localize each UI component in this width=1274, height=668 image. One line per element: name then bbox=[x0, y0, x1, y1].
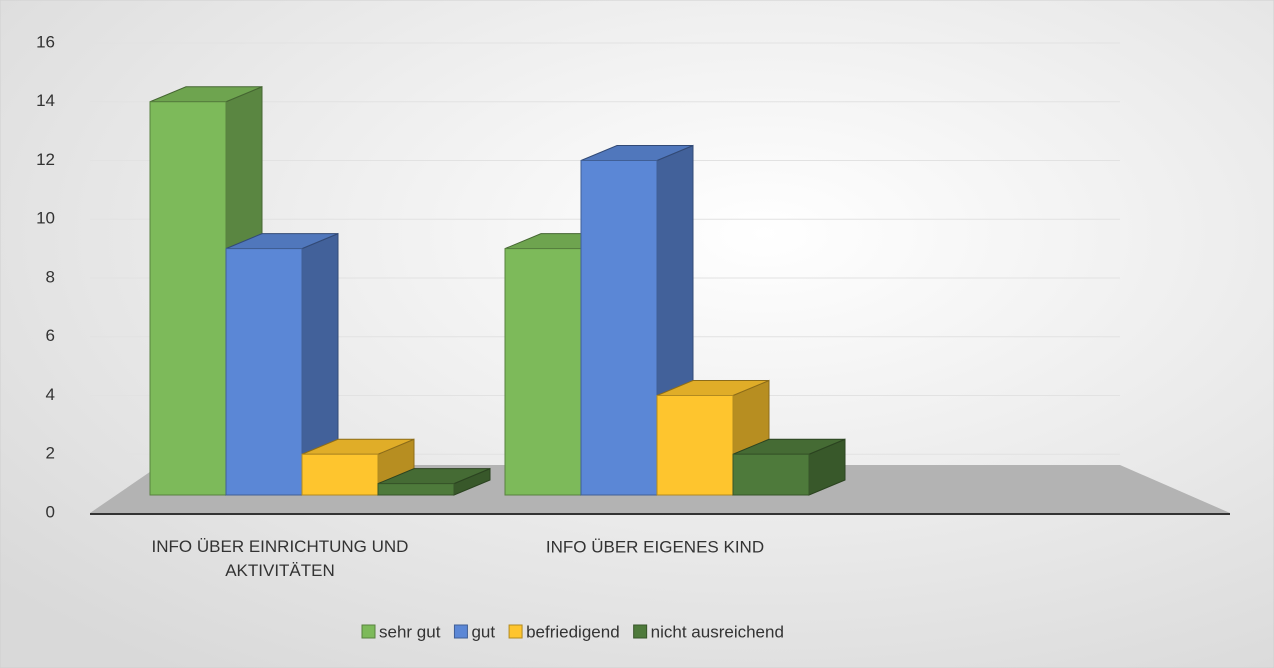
y-tick-label: 4 bbox=[46, 385, 55, 404]
y-tick-label: 10 bbox=[36, 209, 55, 228]
bar-front bbox=[504, 248, 582, 496]
bar bbox=[225, 232, 339, 496]
bar-front bbox=[149, 101, 227, 496]
y-tick-label: 0 bbox=[46, 502, 55, 521]
legend-label: befriedigend bbox=[526, 622, 620, 641]
legend-label: sehr gut bbox=[379, 622, 441, 641]
y-tick-label: 6 bbox=[46, 326, 55, 345]
legend-label: nicht ausreichend bbox=[651, 622, 784, 641]
bar-front bbox=[225, 248, 303, 496]
x-tick-label: INFO ÜBER EIGENES KIND bbox=[546, 537, 764, 556]
bar-front bbox=[656, 395, 734, 496]
legend-swatch bbox=[508, 624, 523, 639]
y-tick-label: 16 bbox=[36, 32, 55, 51]
y-tick-label: 12 bbox=[36, 150, 55, 169]
y-tick-label: 8 bbox=[46, 267, 55, 286]
legend-swatch bbox=[633, 624, 648, 639]
y-tick-label: 2 bbox=[46, 444, 55, 463]
legend-swatch bbox=[361, 624, 376, 639]
y-tick-label: 14 bbox=[36, 91, 55, 110]
legend-swatch bbox=[453, 624, 468, 639]
bar-front bbox=[580, 160, 658, 496]
legend-label: gut bbox=[471, 622, 495, 641]
x-tick-label: INFO ÜBER EINRICHTUNG UND AKTIVITÄTEN bbox=[152, 537, 409, 580]
bar bbox=[732, 438, 846, 496]
bar-front bbox=[732, 453, 810, 496]
bar-front bbox=[377, 483, 455, 496]
bar bbox=[377, 467, 491, 496]
bar-front bbox=[301, 453, 379, 496]
